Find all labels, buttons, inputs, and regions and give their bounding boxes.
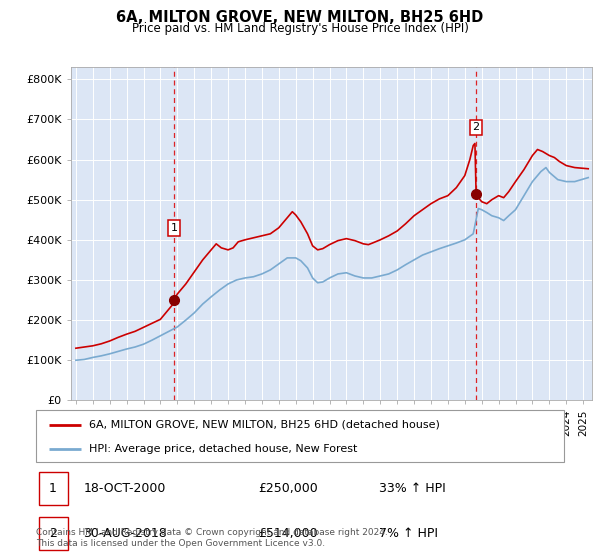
Text: 2: 2 [49, 527, 57, 540]
Text: 1: 1 [49, 482, 57, 495]
FancyBboxPatch shape [36, 410, 564, 462]
Text: 18-OCT-2000: 18-OCT-2000 [83, 482, 166, 495]
Text: HPI: Average price, detached house, New Forest: HPI: Average price, detached house, New … [89, 444, 357, 454]
Text: 30-AUG-2018: 30-AUG-2018 [83, 527, 167, 540]
Text: 1: 1 [170, 223, 178, 233]
Text: 6A, MILTON GROVE, NEW MILTON, BH25 6HD: 6A, MILTON GROVE, NEW MILTON, BH25 6HD [116, 10, 484, 25]
Text: 6A, MILTON GROVE, NEW MILTON, BH25 6HD (detached house): 6A, MILTON GROVE, NEW MILTON, BH25 6HD (… [89, 420, 440, 430]
Text: Contains HM Land Registry data © Crown copyright and database right 2024.
This d: Contains HM Land Registry data © Crown c… [36, 528, 388, 548]
Text: Price paid vs. HM Land Registry's House Price Index (HPI): Price paid vs. HM Land Registry's House … [131, 22, 469, 35]
Text: £514,000: £514,000 [258, 527, 317, 540]
Text: 33% ↑ HPI: 33% ↑ HPI [379, 482, 446, 495]
Text: £250,000: £250,000 [258, 482, 317, 495]
FancyBboxPatch shape [38, 516, 68, 550]
Text: 7% ↑ HPI: 7% ↑ HPI [379, 527, 438, 540]
Text: 2: 2 [473, 123, 479, 132]
FancyBboxPatch shape [38, 472, 68, 505]
